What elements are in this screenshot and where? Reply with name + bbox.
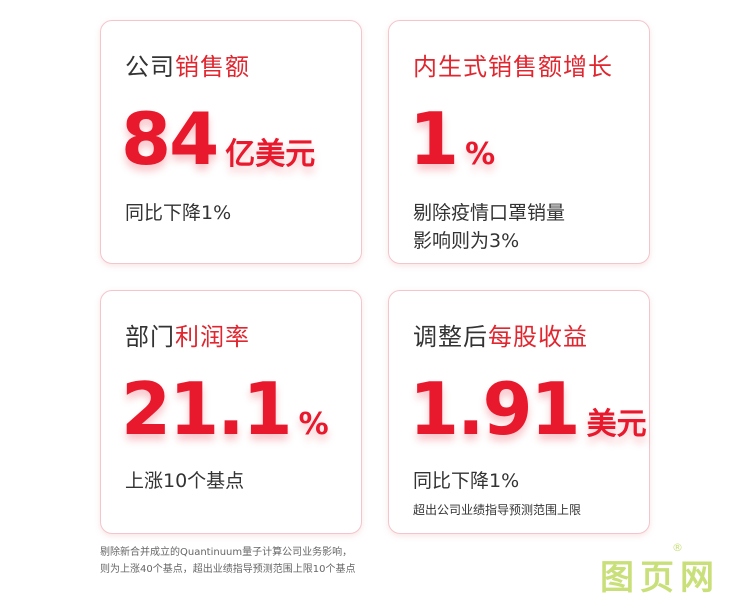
metric-value: 21.1%: [121, 367, 329, 451]
value-number: 21.1: [121, 367, 293, 451]
value-number: 1: [409, 97, 459, 181]
title-highlight: 利润率: [175, 323, 250, 351]
card-subtext: 上涨10个基点: [125, 470, 245, 492]
card-title: 调整后每股收益: [413, 317, 588, 352]
title-highlight: 内生式销售额增长: [413, 53, 613, 81]
footnote-line: 剔除新合并成立的Quantinuum量子计算公司业务影响，: [100, 547, 353, 558]
eps-card: 调整后每股收益 1.91 美元 同比下降1% 超出公司业绩指导预测范围上限: [388, 290, 650, 534]
watermark-logo: 图页网: [600, 558, 720, 598]
title-highlight: 销售额: [175, 53, 250, 81]
metric-value: 1%: [409, 97, 495, 181]
card-title: 内生式销售额增长: [413, 47, 613, 82]
value-unit: %: [465, 137, 496, 172]
title-plain: 公司: [125, 53, 175, 81]
value-unit: 亿美元: [225, 137, 316, 172]
card-title: 部门利润率: [125, 317, 250, 352]
card-note: 超出公司业绩指导预测范围上限: [413, 503, 582, 517]
value-unit: %: [298, 407, 329, 442]
footnote-line: 则为上涨40个基点，超出业绩指导预测范围上限10个基点: [100, 564, 356, 575]
registered-mark-icon: ®: [672, 541, 683, 554]
title-highlight: 每股收益: [488, 323, 588, 351]
metric-value: 84 亿美元: [121, 97, 315, 181]
margin-card: 部门利润率 21.1% 上涨10个基点: [100, 290, 362, 534]
sales-card: 公司销售额 84 亿美元 同比下降1%: [100, 20, 362, 264]
value-number: 84: [121, 97, 219, 181]
subtext-line: 影响则为3%: [413, 230, 520, 252]
metric-value: 1.91 美元: [409, 367, 647, 451]
card-subtext: 同比下降1%: [413, 470, 520, 492]
card-title: 公司销售额: [125, 47, 250, 82]
title-plain: 部门: [125, 323, 175, 351]
title-plain: 调整后: [413, 323, 488, 351]
card-subtext: 剔除疫情口罩销量 影响则为3%: [413, 199, 565, 255]
value-number: 1.91: [409, 367, 581, 451]
organic-growth-card: 内生式销售额增长 1% 剔除疫情口罩销量 影响则为3%: [388, 20, 650, 264]
subtext-line: 剔除疫情口罩销量: [413, 202, 566, 224]
footnote: 剔除新合并成立的Quantinuum量子计算公司业务影响， 则为上涨40个基点，超…: [100, 544, 355, 578]
value-unit: 美元: [586, 407, 647, 442]
card-subtext: 同比下降1%: [125, 202, 232, 224]
